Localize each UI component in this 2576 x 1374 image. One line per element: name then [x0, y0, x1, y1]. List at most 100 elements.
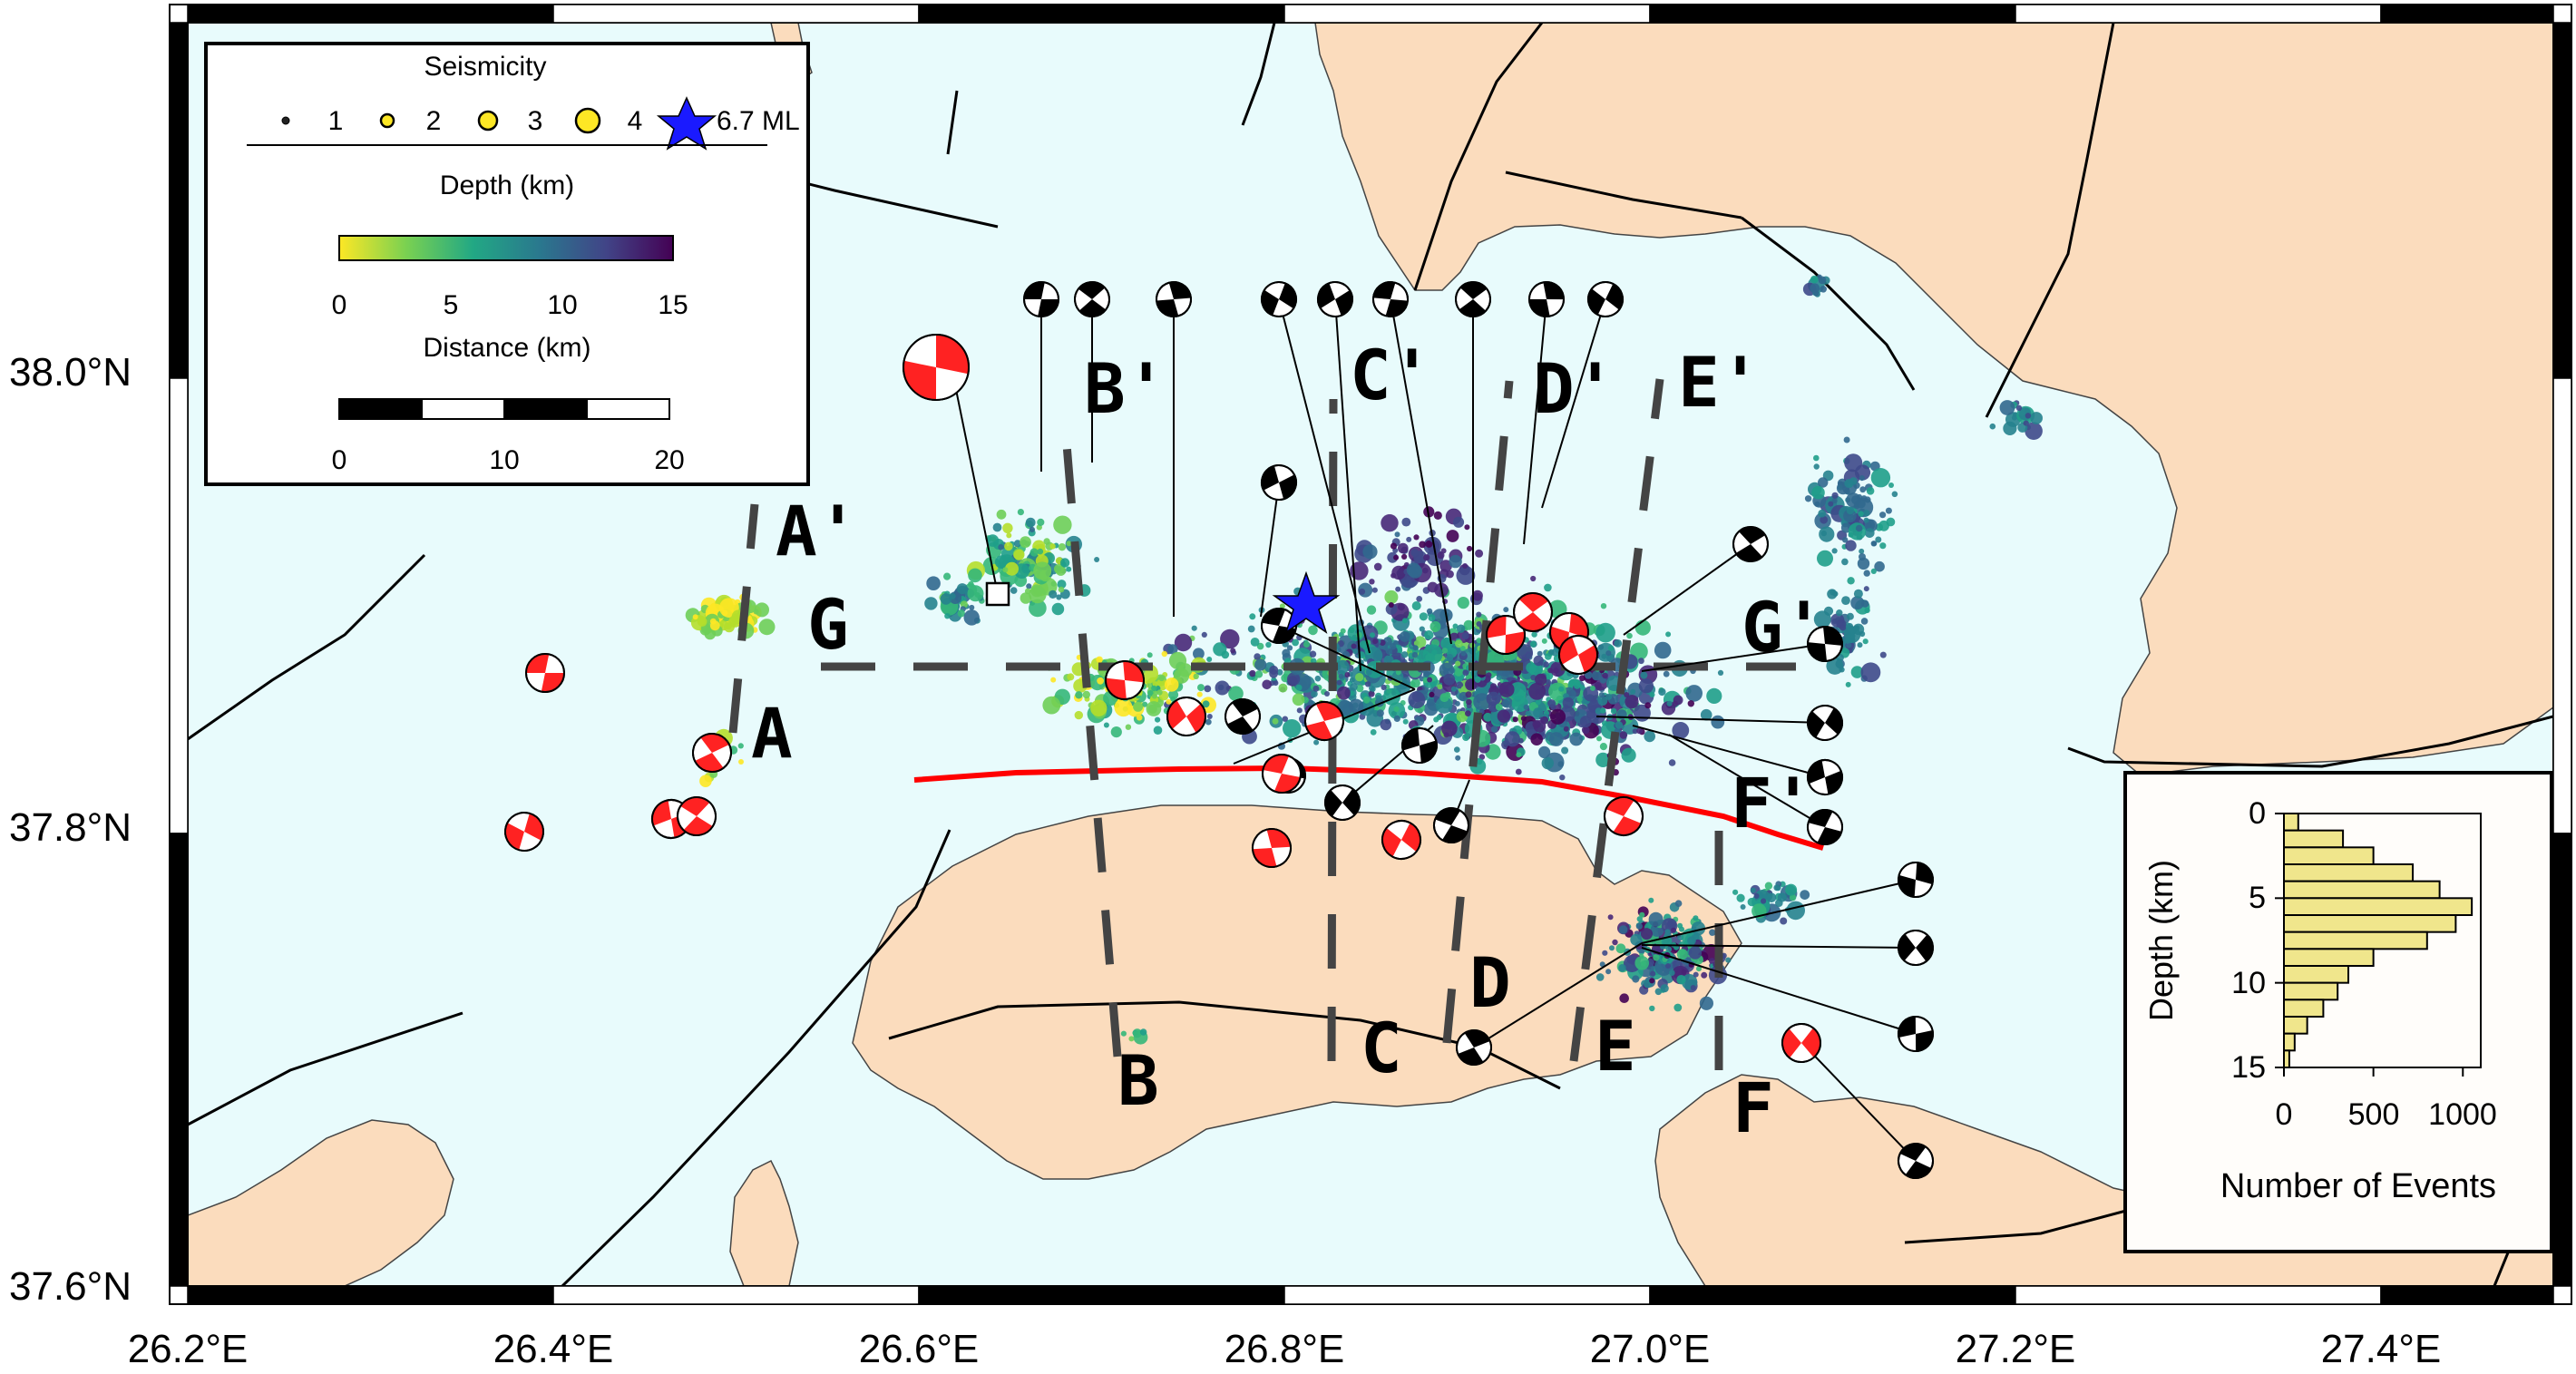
earthquake-event [1388, 602, 1394, 608]
earthquake-event [1401, 517, 1411, 527]
earthquake-event [1831, 492, 1839, 499]
beachball-icon [1528, 281, 1565, 317]
colorbar-tick: 0 [332, 290, 347, 320]
earthquake-event [1529, 640, 1537, 648]
earthquake-event [1454, 746, 1460, 753]
earthquake-event [956, 583, 968, 595]
earthquake-event [1607, 914, 1614, 921]
earthquake-event [1841, 596, 1850, 605]
earthquake-event [1440, 637, 1453, 650]
earthquake-event [1029, 599, 1047, 618]
beachball-icon [1807, 705, 1843, 741]
earthquake-event [692, 614, 698, 620]
earthquake-event [1677, 922, 1683, 929]
earthquake-event [1401, 618, 1408, 624]
earthquake-event [1673, 1003, 1683, 1012]
beachball-icon [1558, 635, 1598, 675]
inset-plot-frame [2283, 813, 2482, 1068]
earthquake-event [1846, 492, 1861, 508]
earthquake-event [1094, 557, 1100, 562]
section-line-d [1442, 380, 1514, 1044]
earthquake-event [1599, 743, 1607, 751]
lon-label: 26.2°E [128, 1327, 249, 1371]
land-masses [188, 23, 2553, 1286]
earthquake-event [1033, 561, 1052, 580]
earthquake-event [1400, 651, 1409, 658]
earthquake-event [1196, 691, 1203, 697]
magnitude-label: 1 [328, 106, 344, 136]
earthquake-event [1709, 929, 1716, 936]
earthquake-event [1287, 672, 1301, 686]
earthquake-event [1399, 631, 1410, 642]
earthquake-event [1598, 692, 1605, 698]
earthquake-event [1456, 566, 1476, 585]
histogram-bar [2283, 813, 2299, 832]
earthquake-event [1870, 468, 1891, 488]
earthquake-event [1706, 687, 1722, 705]
histogram-bar [2283, 1032, 2296, 1052]
earthquake-event [943, 572, 951, 580]
earthquake-event [1523, 704, 1529, 710]
earthquake-event [1732, 889, 1739, 895]
inset-y-tick: 0 [2249, 796, 2266, 831]
earthquake-event [1314, 675, 1322, 682]
histogram-bar [2283, 999, 2325, 1018]
earthquake-event [1696, 966, 1702, 972]
earthquake-event [1630, 688, 1636, 695]
earthquake-event [1736, 893, 1745, 902]
earthquake-event [1740, 904, 1746, 910]
earthquake-event [1818, 477, 1829, 488]
earthquake-event [1820, 286, 1827, 293]
earthquake-event [1364, 681, 1371, 687]
earthquake-event [1221, 650, 1230, 659]
earthquake-event [1725, 957, 1732, 963]
beachball-icon [1023, 281, 1059, 317]
histogram-bar [2283, 981, 2339, 1001]
earthquake-event [1460, 650, 1467, 657]
earthquake-event [1836, 609, 1843, 617]
earthquake-event [1701, 971, 1708, 979]
earthquake-event [1250, 638, 1260, 647]
earthquake-event [1043, 538, 1050, 545]
earthquake-event [1146, 701, 1162, 716]
earthquake-event [1574, 682, 1581, 689]
beachball-icon [1261, 464, 1297, 501]
earthquake-event [1690, 985, 1696, 990]
earthquake-event [1750, 887, 1756, 893]
beachball-icon [1898, 862, 1934, 898]
earthquake-event [1133, 701, 1144, 712]
earthquake-event [1205, 718, 1212, 726]
earthquake-event [1699, 996, 1713, 1010]
earthquake-event [1147, 690, 1154, 697]
earthquake-event [1054, 563, 1064, 574]
earthquake-event [1017, 509, 1024, 516]
earthquake-event [1658, 687, 1666, 697]
earthquake-event [1002, 522, 1013, 533]
earthquake-event [1535, 673, 1547, 686]
lon-label: 27.4°E [2321, 1327, 2442, 1371]
earthquake-event [1626, 632, 1633, 639]
inset-y-tick: 15 [2231, 1050, 2266, 1085]
earthquake-event [1845, 681, 1851, 687]
histogram-bar [2283, 829, 2345, 849]
beachball-icon [1261, 281, 1297, 317]
earthquake-event [1441, 720, 1458, 737]
earthquake-event [1413, 534, 1420, 541]
earthquake-event [1394, 531, 1400, 538]
distance-title: Distance (km) [423, 333, 590, 363]
earthquake-event [1561, 746, 1569, 755]
earthquake-event [755, 602, 769, 618]
earthquake-event [1839, 624, 1847, 631]
earthquake-event [1634, 956, 1649, 970]
histogram-bar [2283, 965, 2350, 984]
earthquake-event [1393, 715, 1400, 723]
longitude-labels: 26.2°E 26.4°E 26.6°E 26.8°E 27.0°E 27.2°… [128, 1327, 2442, 1371]
earthquake-event [957, 609, 966, 618]
earthquake-event [1026, 583, 1032, 590]
earthquake-event [1857, 642, 1863, 648]
earthquake-event [1272, 717, 1279, 725]
earthquake-event [1817, 550, 1833, 567]
earthquake-event [1638, 658, 1644, 665]
label-b-prime: B' [1084, 348, 1167, 429]
earthquake-event [1256, 642, 1264, 650]
